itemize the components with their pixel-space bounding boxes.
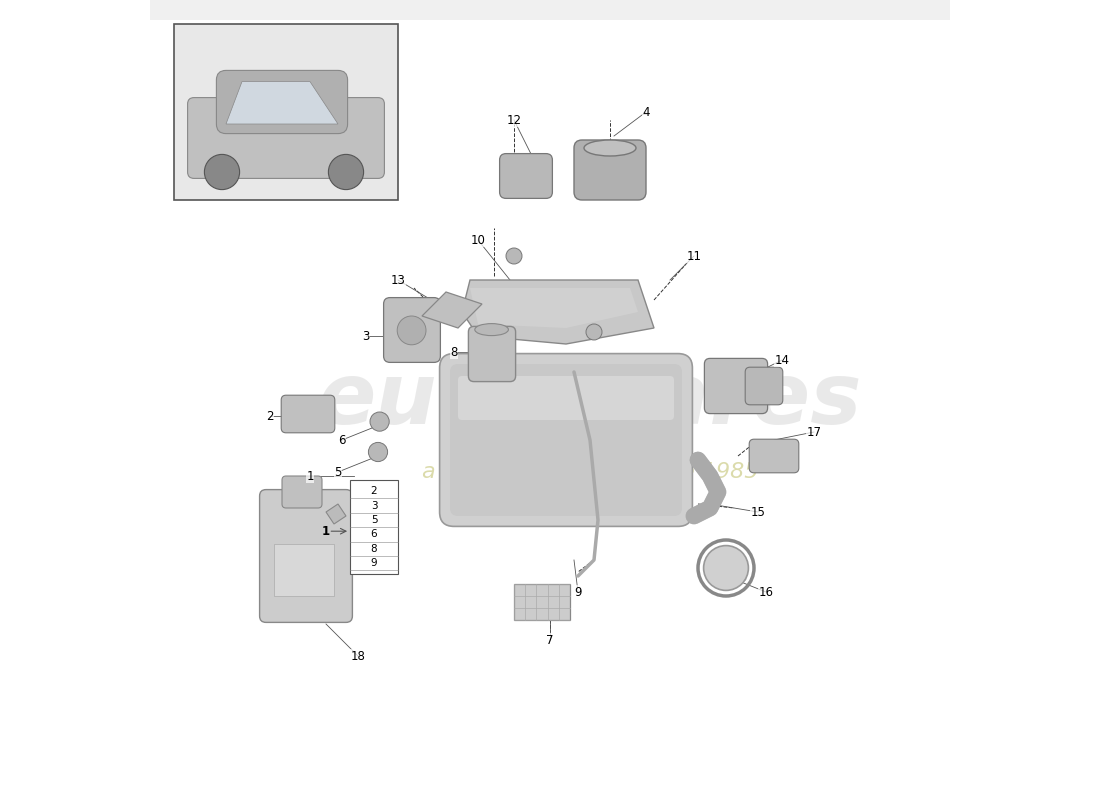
Text: 1: 1 bbox=[306, 470, 313, 482]
FancyBboxPatch shape bbox=[704, 358, 768, 414]
Text: 16: 16 bbox=[759, 586, 773, 598]
Text: 18: 18 bbox=[351, 650, 365, 662]
Circle shape bbox=[397, 316, 426, 345]
FancyBboxPatch shape bbox=[217, 70, 348, 134]
FancyBboxPatch shape bbox=[384, 298, 440, 362]
Bar bbox=[274, 544, 334, 596]
Polygon shape bbox=[326, 504, 346, 524]
Text: 17: 17 bbox=[806, 426, 822, 438]
Ellipse shape bbox=[584, 140, 636, 156]
FancyBboxPatch shape bbox=[458, 376, 674, 420]
Bar bbox=[174, 24, 398, 200]
FancyBboxPatch shape bbox=[469, 326, 516, 382]
Text: 7: 7 bbox=[547, 634, 553, 646]
Text: a passion for parts since 1985: a passion for parts since 1985 bbox=[421, 462, 758, 482]
Polygon shape bbox=[226, 82, 338, 124]
Circle shape bbox=[329, 154, 364, 190]
Ellipse shape bbox=[475, 323, 508, 336]
Text: 10: 10 bbox=[471, 234, 485, 246]
Text: 5: 5 bbox=[334, 466, 342, 478]
Text: 8: 8 bbox=[371, 544, 377, 554]
Text: 3: 3 bbox=[371, 501, 377, 510]
Text: 6: 6 bbox=[339, 434, 345, 446]
Circle shape bbox=[370, 412, 389, 431]
Text: 1: 1 bbox=[322, 525, 330, 538]
Circle shape bbox=[368, 442, 387, 462]
FancyBboxPatch shape bbox=[749, 439, 799, 473]
Circle shape bbox=[586, 324, 602, 340]
Text: 2: 2 bbox=[371, 486, 377, 496]
Circle shape bbox=[506, 248, 522, 264]
FancyBboxPatch shape bbox=[282, 476, 322, 508]
Bar bbox=[150, 0, 950, 20]
Text: 2: 2 bbox=[266, 410, 274, 422]
Text: 8: 8 bbox=[450, 346, 458, 358]
Circle shape bbox=[704, 546, 748, 590]
Text: 9: 9 bbox=[574, 586, 582, 598]
FancyBboxPatch shape bbox=[499, 154, 552, 198]
Text: 5: 5 bbox=[371, 515, 377, 525]
Text: 9: 9 bbox=[371, 558, 377, 568]
FancyBboxPatch shape bbox=[260, 490, 352, 622]
Polygon shape bbox=[470, 288, 638, 328]
FancyBboxPatch shape bbox=[440, 354, 692, 526]
FancyBboxPatch shape bbox=[574, 140, 646, 200]
Text: 14: 14 bbox=[774, 354, 790, 366]
Bar bbox=[350, 480, 398, 574]
Text: eurospares: eurospares bbox=[318, 358, 862, 442]
Text: 15: 15 bbox=[750, 506, 766, 518]
Text: 13: 13 bbox=[390, 274, 406, 286]
Text: 6: 6 bbox=[371, 530, 377, 539]
Text: 3: 3 bbox=[362, 330, 370, 342]
Text: 11: 11 bbox=[686, 250, 702, 262]
Circle shape bbox=[205, 154, 240, 190]
Polygon shape bbox=[462, 280, 654, 344]
Text: 4: 4 bbox=[642, 106, 650, 118]
Text: 12: 12 bbox=[506, 114, 521, 126]
FancyBboxPatch shape bbox=[282, 395, 334, 433]
FancyBboxPatch shape bbox=[188, 98, 384, 178]
FancyBboxPatch shape bbox=[450, 364, 682, 516]
Bar bbox=[514, 584, 570, 620]
FancyBboxPatch shape bbox=[745, 367, 783, 405]
Polygon shape bbox=[422, 292, 482, 328]
